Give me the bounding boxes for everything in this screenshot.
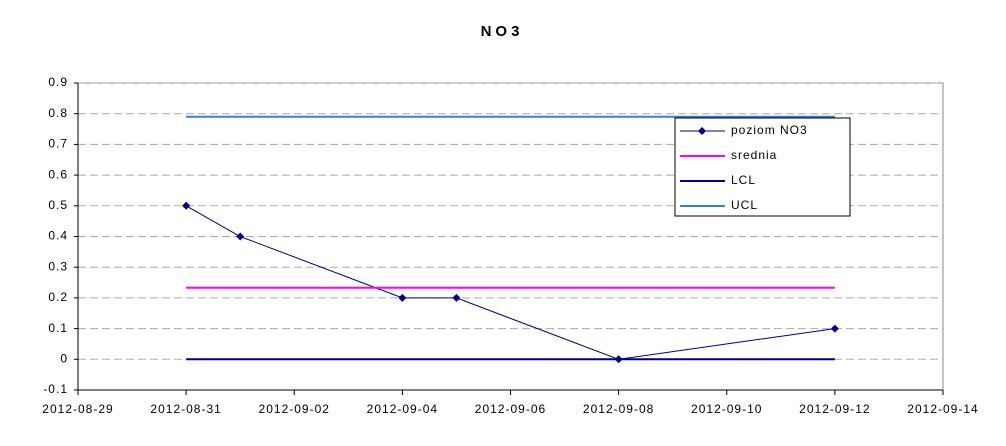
y-tick-label: 0.1 xyxy=(48,321,68,335)
data-point xyxy=(398,293,407,302)
y-tick-label: 0.2 xyxy=(48,290,68,304)
x-tick-label: 2012-09-12 xyxy=(799,402,870,416)
legend-label: LCL xyxy=(731,173,756,187)
y-tick-label: 0 xyxy=(60,351,68,365)
series-line xyxy=(185,205,835,360)
x-tick-label: 2012-09-08 xyxy=(583,402,654,416)
data-point xyxy=(452,293,461,302)
chart-title: NO3 xyxy=(481,23,524,40)
x-tick-label: 2012-08-29 xyxy=(42,402,113,416)
y-tick-label: 0.9 xyxy=(48,75,68,89)
y-tick-label: -0.1 xyxy=(43,382,68,396)
legend: poziom NO3 srednia LCL UCL xyxy=(674,117,851,217)
x-tick-label: 2012-09-06 xyxy=(475,402,546,416)
y-tick-label: 0.8 xyxy=(48,106,68,120)
legend-label: srednia xyxy=(731,148,777,162)
x-tick-label: 2012-08-31 xyxy=(150,402,221,416)
y-tick-label: 0.7 xyxy=(48,137,68,151)
data-point xyxy=(236,232,245,241)
legend-label: poziom NO3 xyxy=(731,123,808,137)
legend-label: UCL xyxy=(731,198,758,212)
x-tick-label: 2012-09-02 xyxy=(259,402,330,416)
x-tick-label: 2012-09-14 xyxy=(907,402,978,416)
y-tick-label: 0.4 xyxy=(48,229,68,243)
data-point xyxy=(182,201,191,210)
x-tick-label: 2012-09-04 xyxy=(367,402,438,416)
legend-box xyxy=(674,117,851,217)
x-tick-label: 2012-09-10 xyxy=(691,402,762,416)
y-tick-label: 0.3 xyxy=(48,259,68,273)
data-point xyxy=(830,324,839,333)
y-tick-label: 0.5 xyxy=(48,198,68,212)
legend-marker xyxy=(698,127,706,135)
y-tick-label: 0.6 xyxy=(48,167,68,181)
